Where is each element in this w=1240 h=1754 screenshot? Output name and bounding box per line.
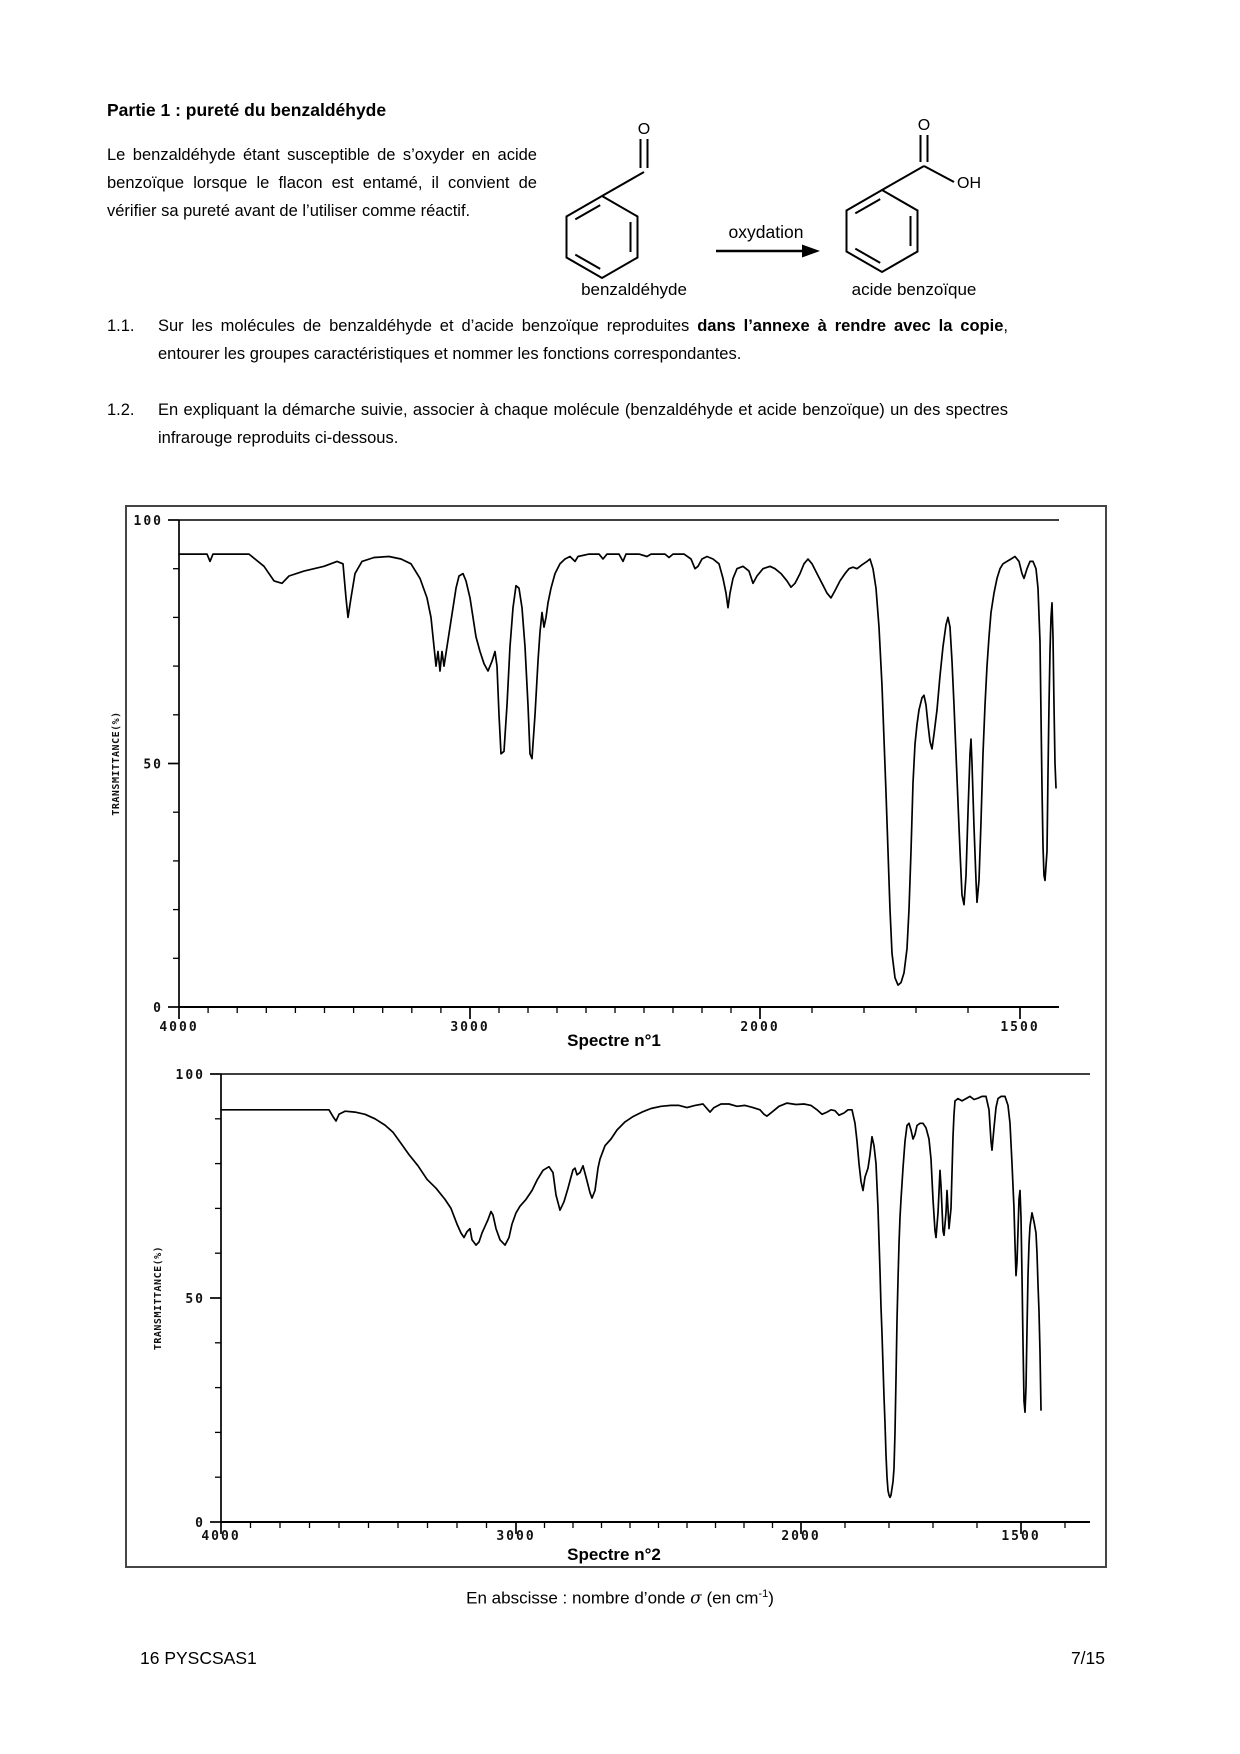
question-text: Sur les molécules de benzaldéhyde et d’a…	[158, 313, 1008, 368]
y-tick-label: 0	[195, 1516, 205, 1531]
y-tick-label: 100	[134, 514, 163, 529]
x-tick-label: 3000	[450, 1020, 489, 1035]
x-tick-label: 4000	[201, 1529, 240, 1544]
benzene-ring	[845, 188, 919, 274]
question-number: 1.1.	[107, 317, 135, 335]
spectrum-trace-2	[220, 1095, 1042, 1499]
benzoic-acid-structure	[845, 135, 955, 274]
spectrum-2-title: Spectre n°2	[567, 1545, 661, 1564]
caption-text: En abscisse : nombre d’onde	[466, 1588, 691, 1608]
caption-superscript: -1	[758, 1588, 769, 1600]
question-text-normal: Sur les molécules de benzaldéhyde et d’a…	[158, 317, 698, 335]
intro-paragraph: Le benzaldéhyde étant susceptible de s’o…	[107, 146, 537, 220]
spectra-figure-box	[125, 505, 1107, 1568]
question-text-normal: En expliquant la démarche suivie, associ…	[158, 401, 1008, 447]
x-tick-label: 2000	[740, 1020, 779, 1035]
question-text-bold: dans l’annexe à rendre avec la copie	[697, 317, 1004, 335]
acid-hydroxyl-label: OH	[957, 175, 981, 192]
y-tick-label: 50	[185, 1292, 205, 1307]
caption-text: (en cm	[701, 1588, 759, 1608]
reactant-name: benzaldéhyde	[581, 280, 687, 299]
question-1-2: 1.2. En expliquant la démarche suivie, a…	[107, 397, 1008, 452]
product-name: acide benzoïque	[852, 280, 977, 299]
y-tick-label: 100	[176, 1068, 205, 1083]
question-number: 1.2.	[107, 401, 135, 419]
benzaldehyde-structure	[565, 139, 649, 280]
question-1-1: 1.1. Sur les molécules de benzaldéhyde e…	[107, 313, 1008, 368]
y-tick-label: 50	[143, 758, 163, 773]
y-tick-label: 0	[153, 1001, 163, 1016]
x-tick-label: 1500	[1000, 1020, 1039, 1035]
x-tick-label: 3000	[496, 1529, 535, 1544]
exam-code: 16 PYSCSAS1	[140, 1648, 257, 1668]
aldehyde-oxygen-label: O	[638, 121, 650, 138]
x-tick-label: 1500	[1001, 1529, 1040, 1544]
acid-oxygen-label: O	[918, 118, 930, 134]
spectrum-1-chart: 100 50 0 4000 3000 2000 1500 TRANSMITTANCE(%)	[111, 514, 1059, 1035]
x-tick-label: 4000	[159, 1020, 198, 1035]
section-title: Partie 1 : pureté du benzaldéhyde	[107, 100, 387, 120]
benzene-ring	[565, 194, 639, 280]
spectrum-trace-1	[178, 553, 1057, 986]
oxidation-arrow	[716, 244, 820, 258]
page-number: 7/15	[1070, 1648, 1105, 1668]
reaction-scheme: O benzaldéhyde oxydation O OH acide benz…	[565, 118, 981, 299]
question-text-normal: , entourer les groupes caractéristiques …	[158, 317, 1008, 363]
x-axis-caption: En abscisse : nombre d’onde σ (en cm-1)	[0, 1588, 1240, 1609]
caption-text: )	[768, 1588, 774, 1608]
spectrum-1-title: Spectre n°1	[567, 1031, 661, 1050]
y-axis-label: TRANSMITTANCE(%)	[153, 1246, 164, 1350]
x-tick-label: 2000	[781, 1529, 820, 1544]
y-axis-label: TRANSMITTANCE(%)	[111, 711, 122, 815]
question-text: En expliquant la démarche suivie, associ…	[158, 397, 1008, 452]
oxidation-arrow-label: oxydation	[729, 222, 804, 242]
sigma-symbol: σ	[690, 1588, 702, 1609]
